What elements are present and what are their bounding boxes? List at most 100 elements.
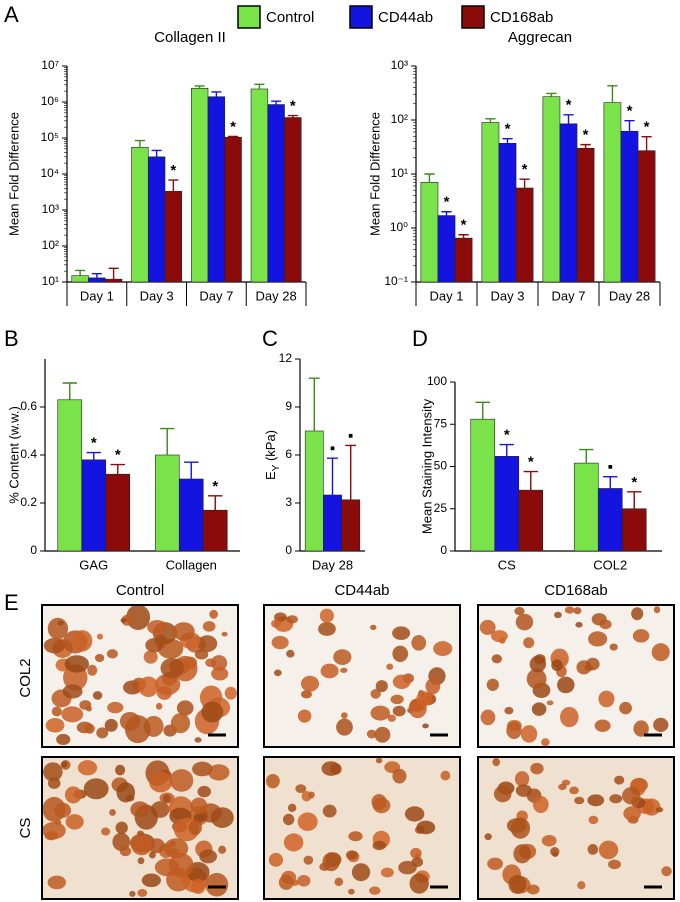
error-bar bbox=[211, 91, 222, 97]
error-bar bbox=[641, 136, 652, 151]
cell bbox=[375, 757, 383, 764]
cell bbox=[199, 849, 218, 864]
cell bbox=[513, 844, 532, 864]
significance-marker: * bbox=[115, 447, 121, 464]
bar bbox=[420, 182, 439, 283]
cell bbox=[614, 775, 625, 785]
significance-marker: * bbox=[461, 217, 467, 234]
significance-marker: ▪ bbox=[608, 459, 613, 476]
error-bar bbox=[580, 143, 591, 149]
cell bbox=[107, 701, 124, 714]
cell bbox=[297, 709, 312, 723]
cell bbox=[392, 645, 409, 663]
cell bbox=[550, 847, 560, 857]
cell bbox=[194, 649, 209, 660]
cell bbox=[370, 624, 377, 631]
cell bbox=[116, 782, 136, 803]
cell bbox=[169, 769, 194, 792]
cell bbox=[622, 787, 641, 805]
bar bbox=[250, 88, 269, 283]
y-tick-label: 10² bbox=[391, 112, 408, 126]
cell bbox=[371, 793, 387, 810]
error-bar bbox=[624, 120, 635, 132]
significance-marker: * bbox=[631, 474, 637, 491]
legend-swatch bbox=[461, 5, 485, 29]
cell bbox=[508, 874, 527, 895]
bar bbox=[559, 123, 578, 283]
bar bbox=[576, 147, 595, 283]
cell bbox=[554, 611, 562, 619]
panel-letter: C bbox=[262, 326, 278, 351]
cell bbox=[64, 655, 90, 673]
x-tick-label: GAG bbox=[79, 557, 108, 572]
cell bbox=[587, 844, 599, 855]
cell bbox=[121, 614, 133, 626]
cell bbox=[170, 713, 191, 734]
cell bbox=[57, 620, 64, 626]
cell bbox=[533, 654, 546, 664]
bar bbox=[621, 508, 647, 552]
y-tick-label: 10⁻¹ bbox=[384, 274, 408, 288]
significance-marker: * bbox=[528, 454, 534, 471]
cell bbox=[392, 674, 411, 689]
cell bbox=[101, 827, 111, 836]
x-tick-label: Day 3 bbox=[491, 288, 525, 303]
error-bar bbox=[499, 443, 514, 457]
chart-title: Aggrecan bbox=[508, 29, 572, 46]
cell bbox=[120, 618, 127, 623]
cell bbox=[523, 637, 535, 649]
cell bbox=[493, 785, 512, 803]
cell bbox=[598, 690, 615, 708]
cell bbox=[507, 719, 522, 732]
cell bbox=[632, 629, 650, 643]
cell bbox=[594, 719, 611, 732]
column-header: CD168ab bbox=[544, 582, 607, 599]
error-bar bbox=[627, 491, 642, 509]
error-bar bbox=[108, 267, 119, 280]
cell bbox=[303, 692, 310, 699]
x-tick-label: Day 7 bbox=[552, 288, 586, 303]
cell bbox=[205, 872, 229, 897]
error-bar bbox=[519, 178, 530, 189]
y-tick-label: 10⁶ bbox=[41, 94, 59, 108]
x-tick-label: Day 1 bbox=[430, 288, 464, 303]
cell bbox=[510, 817, 531, 839]
bar bbox=[164, 191, 183, 283]
cell bbox=[308, 791, 315, 799]
y-tick-label: 0.4 bbox=[20, 447, 37, 461]
bar bbox=[323, 494, 342, 552]
cell bbox=[318, 622, 336, 636]
error-bar bbox=[194, 85, 205, 89]
cell bbox=[194, 737, 202, 743]
cell bbox=[532, 795, 549, 814]
cell bbox=[380, 867, 394, 878]
bar bbox=[498, 143, 517, 283]
cell bbox=[504, 706, 514, 715]
legend-label: CD168ab bbox=[490, 9, 553, 26]
cell bbox=[160, 658, 184, 679]
cell bbox=[370, 705, 390, 721]
cell bbox=[440, 770, 451, 781]
cell bbox=[387, 714, 396, 722]
error-bar bbox=[458, 234, 469, 239]
cell bbox=[87, 664, 98, 676]
cell bbox=[130, 801, 150, 818]
micrograph-frame bbox=[477, 756, 675, 900]
cell bbox=[137, 857, 145, 865]
cell bbox=[104, 718, 118, 732]
cell bbox=[83, 778, 109, 800]
error-bar bbox=[603, 475, 618, 489]
cell bbox=[72, 630, 93, 652]
legend-swatch bbox=[237, 5, 261, 29]
cell bbox=[487, 857, 504, 870]
cell bbox=[599, 619, 612, 630]
cell bbox=[334, 877, 344, 887]
cell bbox=[348, 888, 355, 895]
error-bar bbox=[208, 495, 223, 511]
cell bbox=[126, 604, 151, 631]
cell bbox=[172, 622, 195, 641]
cell bbox=[425, 678, 441, 695]
y-tick-label: 0 bbox=[285, 543, 292, 557]
cell bbox=[62, 684, 83, 699]
cell bbox=[176, 700, 194, 716]
